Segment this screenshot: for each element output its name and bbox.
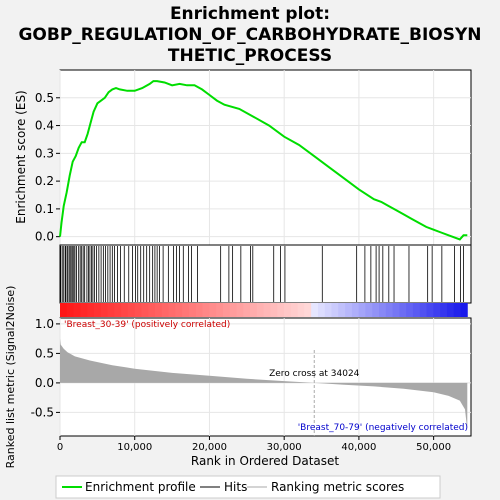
title-line-1: Enrichment plot: bbox=[170, 4, 330, 24]
es-panel bbox=[59, 69, 472, 246]
enrichment-profile-line bbox=[59, 80, 468, 241]
zero-cross-label: Zero cross at 34024 bbox=[269, 369, 360, 379]
colorbar-segment bbox=[155, 303, 163, 317]
es-ytick-label: 0.5 bbox=[35, 91, 54, 105]
ranking-metric-area bbox=[60, 338, 468, 431]
metric-ylabel: Ranked list metric (Signal2Noise) bbox=[4, 286, 17, 469]
colorbar-segment bbox=[433, 303, 441, 317]
colorbar-segment bbox=[412, 303, 421, 317]
xtick-label: 20,000 bbox=[192, 442, 227, 453]
colorbar-segment bbox=[66, 303, 75, 317]
colorbar-segment bbox=[290, 303, 299, 317]
colorbar-segment bbox=[195, 303, 204, 317]
xtick-label: 10,000 bbox=[117, 442, 152, 453]
legend-metric-label: Ranking metric scores bbox=[271, 480, 404, 494]
xtick-label: 30,000 bbox=[267, 442, 302, 453]
es-ytick-label: 0.0 bbox=[35, 230, 54, 244]
es-ytick-label: 0.2 bbox=[35, 174, 54, 188]
colorbar-segment bbox=[216, 303, 224, 317]
colorbar-segment bbox=[304, 303, 312, 317]
colorbar-segment bbox=[107, 303, 115, 317]
colorbar-segment bbox=[399, 303, 407, 317]
colorbar-segment bbox=[121, 303, 129, 317]
negative-correlation-label: 'Breast_70-79' (negatively correlated) bbox=[298, 423, 468, 433]
colorbar-segment bbox=[277, 303, 285, 317]
metric-ytick-label: -0.5 bbox=[31, 405, 54, 419]
colorbar-segment bbox=[134, 303, 142, 317]
es-ytick-label: 0.3 bbox=[35, 146, 54, 160]
colorbar-segment bbox=[100, 303, 109, 317]
colorbar-segment bbox=[209, 303, 217, 317]
colorbar-segment bbox=[426, 303, 434, 317]
colorbar-segment bbox=[440, 303, 448, 317]
colorbar-segment bbox=[270, 303, 278, 317]
colorbar-segment bbox=[385, 303, 394, 317]
metric-y-axis: -0.5 0.0 0.5 1.0 bbox=[31, 317, 60, 419]
metric-ytick-label: 1.0 bbox=[35, 317, 54, 331]
colorbar-segment bbox=[324, 303, 333, 317]
colorbar-segment bbox=[358, 303, 366, 317]
colorbar-segment bbox=[338, 303, 346, 317]
colorbar-segment bbox=[283, 303, 292, 317]
colorbar-segment bbox=[419, 303, 428, 317]
hits-group bbox=[60, 246, 464, 302]
xtick-label: 40,000 bbox=[341, 442, 376, 453]
colorbar-segment bbox=[250, 303, 258, 317]
colorbar-segment bbox=[379, 303, 387, 317]
metric-ytick-label: 0.5 bbox=[35, 346, 54, 360]
colorbar-segment bbox=[114, 303, 122, 317]
colorbar-segment bbox=[297, 303, 305, 317]
rank-colorbar bbox=[60, 303, 468, 317]
colorbar-segment bbox=[365, 303, 373, 317]
colorbar-segment bbox=[256, 303, 265, 317]
colorbar-segment bbox=[60, 303, 68, 317]
colorbar-segment bbox=[263, 303, 271, 317]
colorbar-segment bbox=[93, 303, 102, 317]
colorbar-segment bbox=[406, 303, 414, 317]
metric-ytick-label: 0.0 bbox=[35, 376, 54, 390]
colorbar-segment bbox=[87, 303, 95, 317]
colorbar-segment bbox=[236, 303, 244, 317]
colorbar-segment bbox=[127, 303, 136, 317]
colorbar-segment bbox=[460, 303, 468, 317]
colorbar-segment bbox=[168, 303, 176, 317]
legend-es-label: Enrichment profile bbox=[85, 480, 196, 494]
colorbar-segment bbox=[80, 303, 88, 317]
title-line-2: GOBP_REGULATION_OF_CARBOHYDRATE_BIOSYN bbox=[18, 25, 481, 45]
positive-correlation-label: 'Breast_30-39' (positively correlated) bbox=[64, 320, 230, 330]
colorbar-segment bbox=[453, 303, 461, 317]
colorbar-segment bbox=[331, 303, 339, 317]
xtick-label: 0 bbox=[57, 442, 63, 453]
es-ytick-label: 0.4 bbox=[35, 119, 54, 133]
colorbar-segment bbox=[188, 303, 197, 317]
x-axis: 0 10,000 20,000 30,000 40,000 50,000 bbox=[57, 436, 451, 453]
colorbar-segment bbox=[317, 303, 326, 317]
colorbar-segment bbox=[311, 303, 319, 317]
colorbar-segment bbox=[73, 303, 81, 317]
colorbar-segment bbox=[141, 303, 149, 317]
es-ylabel: Enrichment score (ES) bbox=[14, 90, 28, 223]
legend-hits-label: Hits bbox=[224, 480, 247, 494]
colorbar-segment bbox=[229, 303, 237, 317]
colorbar-segment bbox=[222, 303, 231, 317]
colorbar-segment bbox=[175, 303, 183, 317]
title-line-3: THETIC_PROCESS bbox=[168, 46, 332, 66]
colorbar-segment bbox=[161, 303, 170, 317]
colorbar-segment bbox=[351, 303, 360, 317]
colorbar-segment bbox=[345, 303, 353, 317]
colorbar-segment bbox=[446, 303, 455, 317]
colorbar-segment bbox=[182, 303, 190, 317]
es-y-axis: 0.0 0.1 0.2 0.3 0.4 0.5 bbox=[35, 91, 60, 244]
xtick-label: 50,000 bbox=[416, 442, 451, 453]
colorbar-segment bbox=[148, 303, 156, 317]
xlabel: Rank in Ordered Dataset bbox=[191, 454, 339, 468]
es-grid bbox=[59, 70, 471, 245]
es-ytick-label: 0.1 bbox=[35, 202, 54, 216]
colorbar-segment bbox=[392, 303, 400, 317]
colorbar-segment bbox=[202, 303, 210, 317]
colorbar-segment bbox=[243, 303, 251, 317]
colorbar-segment bbox=[372, 303, 380, 317]
